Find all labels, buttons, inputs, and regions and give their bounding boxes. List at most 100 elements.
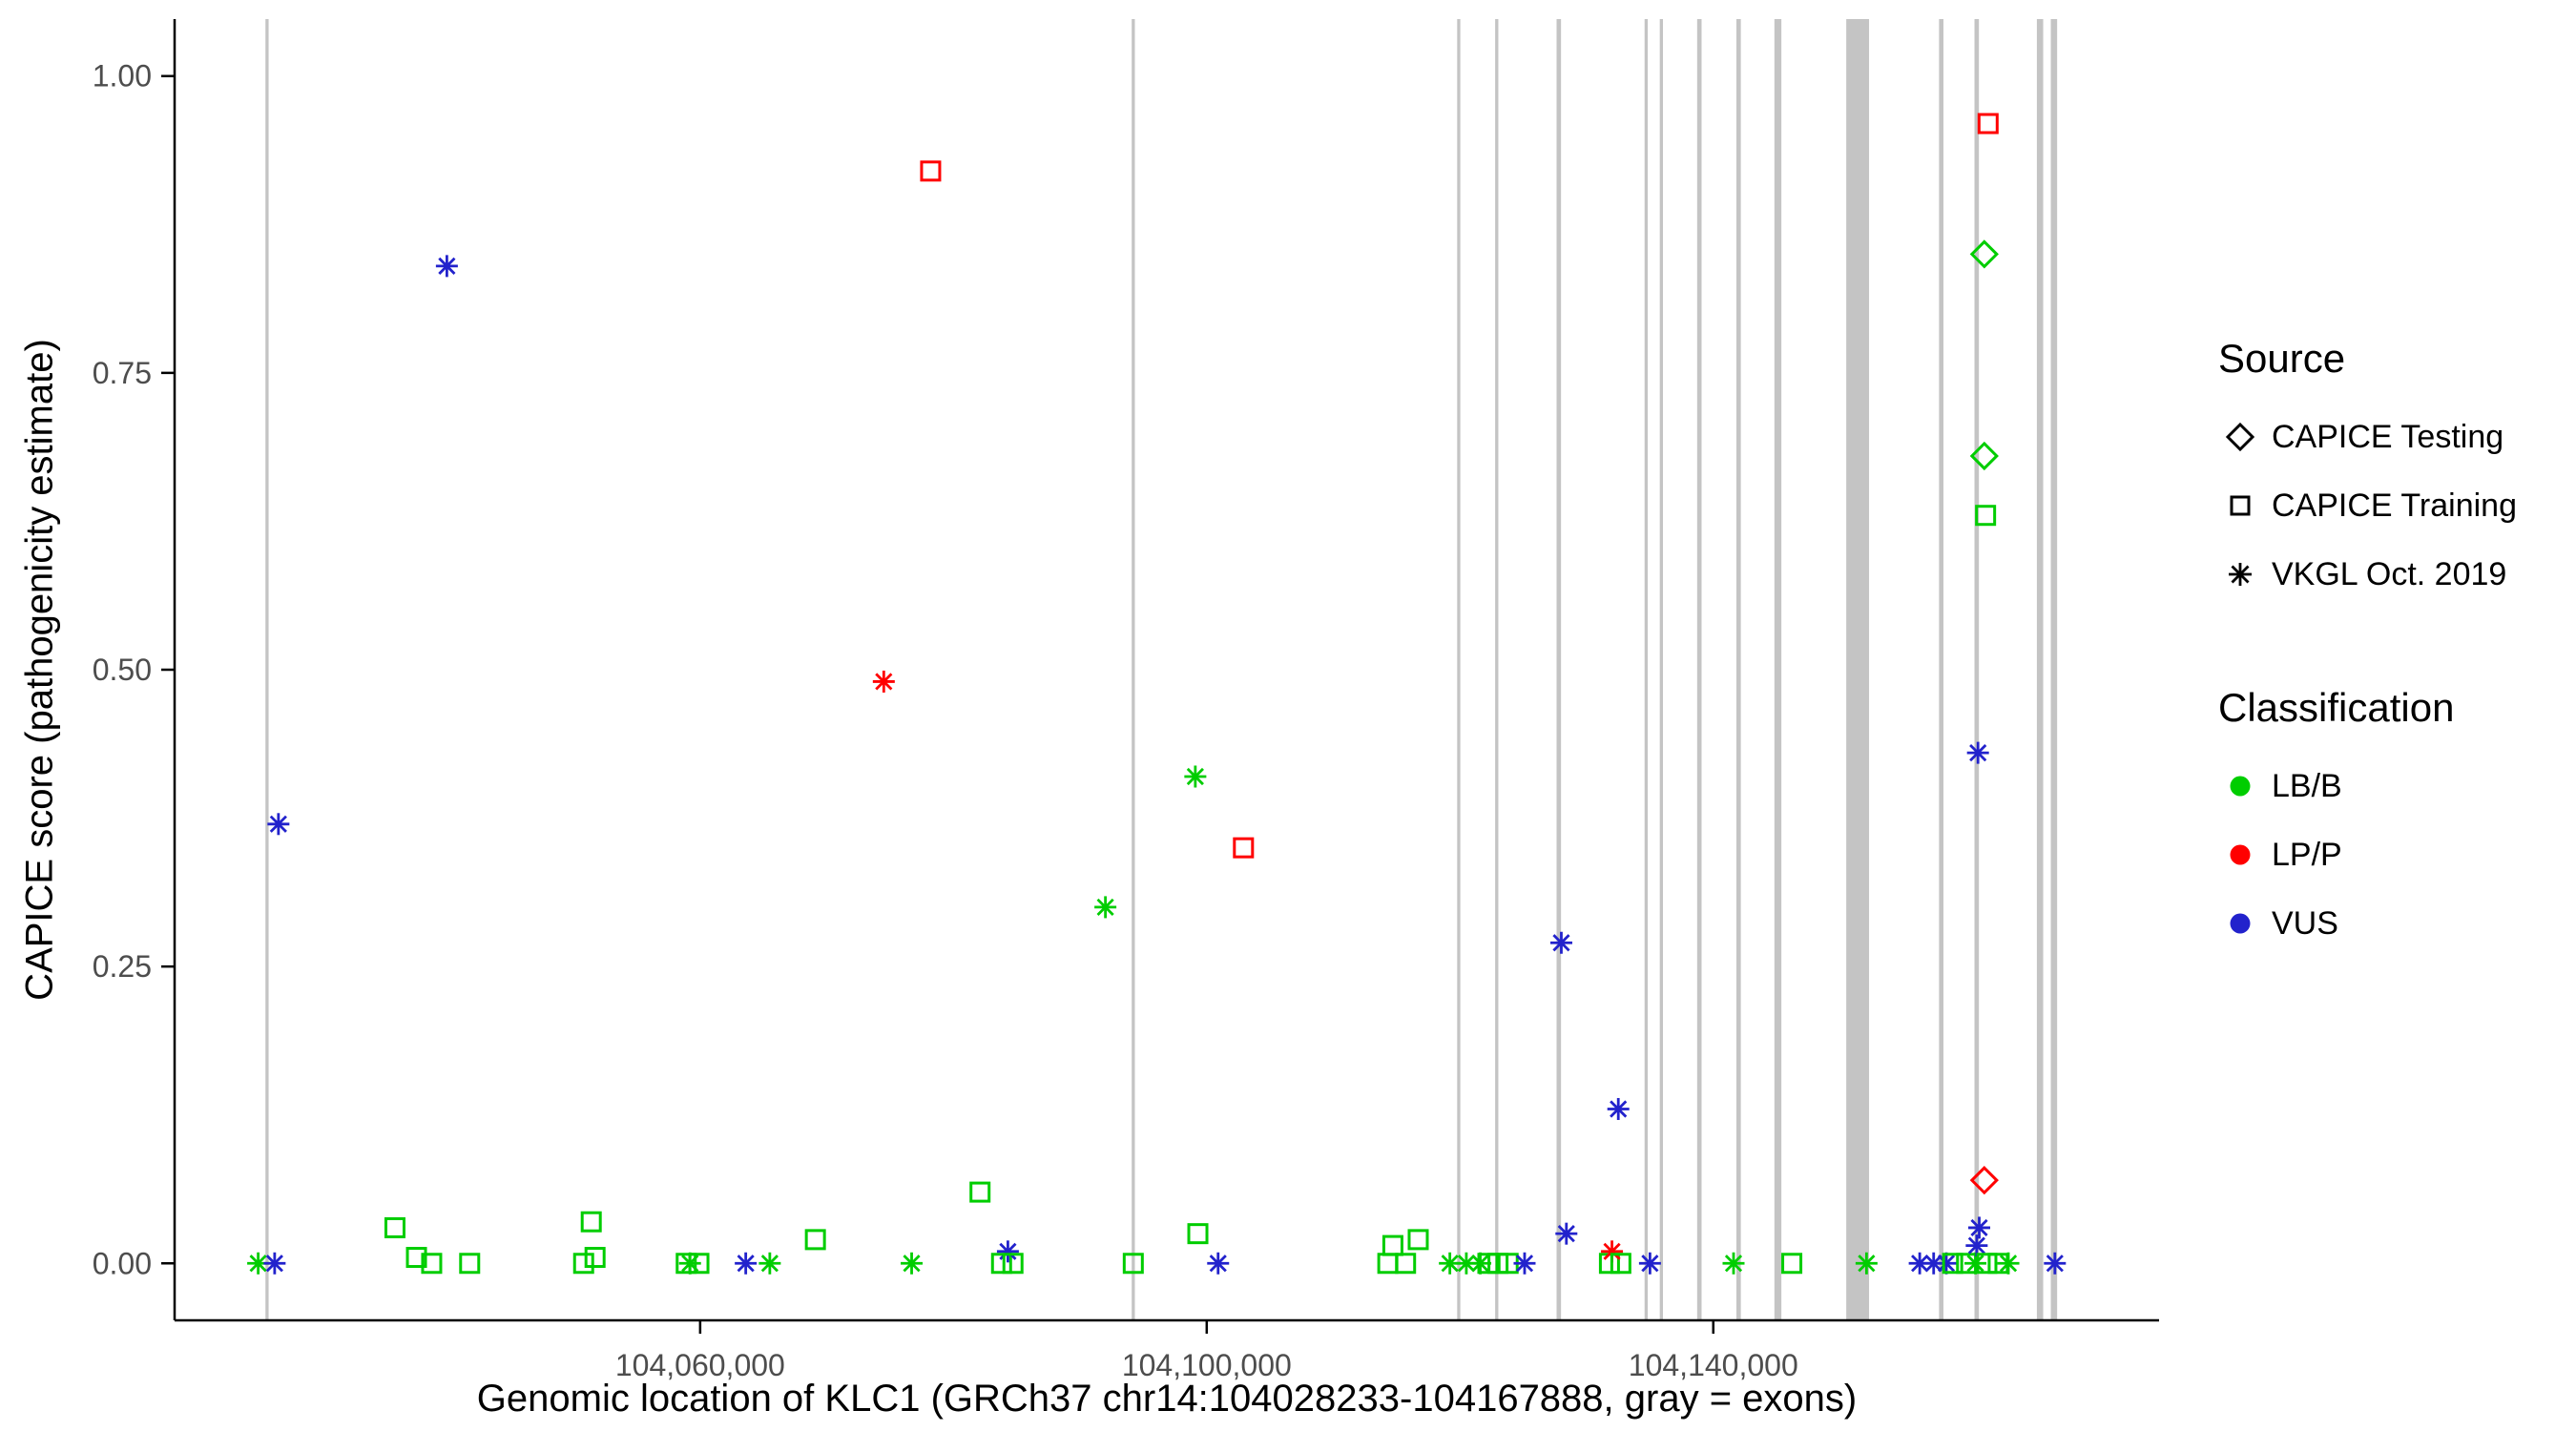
data-point [804, 1229, 826, 1251]
data-point [901, 1252, 924, 1275]
exon-bar [2050, 19, 2058, 1320]
x-axis-title: Genomic location of KLC1 (GRCh37 chr14:1… [476, 1378, 1858, 1420]
data-point [1935, 1252, 1958, 1275]
data-point [1555, 1222, 1578, 1245]
data-point [1549, 931, 1572, 954]
legend-source-title: Source [2218, 336, 2346, 381]
data-point [1094, 896, 1117, 919]
data-point [1997, 1252, 2020, 1275]
data-point [1977, 113, 1999, 135]
legend-item-label: CAPICE Training [2272, 487, 2517, 524]
data-point [267, 813, 290, 836]
asterisk-icon [2229, 563, 2252, 586]
legend-item-label: VUS [2272, 904, 2338, 942]
exon-bar [1659, 19, 1663, 1320]
data-point [1187, 1223, 1209, 1245]
data-point [1184, 765, 1207, 788]
data-point [1122, 1253, 1144, 1275]
data-point [1969, 441, 1999, 471]
data-point [421, 1253, 443, 1275]
data-point [1395, 1253, 1417, 1275]
data-point [1969, 1166, 1999, 1195]
data-point [1722, 1252, 1745, 1275]
legend-item-vus: VUS [2218, 889, 2517, 958]
legend-item-lpp: LP/P [2218, 820, 2517, 889]
exon-bar [1644, 19, 1649, 1320]
exon-bar [1846, 19, 1870, 1320]
exon-bar [1774, 19, 1782, 1320]
data-point [920, 160, 942, 182]
data-point [1942, 1253, 1963, 1275]
exon-bar [1495, 19, 1499, 1320]
legend-item-vkgl: VKGL Oct. 2019 [2218, 540, 2517, 609]
legend: Source CAPICE Testing CAPICE Training [2218, 336, 2517, 958]
data-point [1964, 1252, 1987, 1275]
data-point [405, 1247, 427, 1269]
axes: 0.00 0.25 0.50 0.75 1.00 104,060,000 104,100,0… [93, 19, 2159, 1382]
y-tick-label: 0.50 [93, 653, 152, 687]
data-point [1233, 837, 1255, 859]
y-tick-label: 0.75 [93, 356, 152, 390]
data-point [1781, 1253, 1803, 1275]
legend-item-label: VKGL Oct. 2019 [2272, 555, 2507, 592]
data-point [969, 1181, 991, 1203]
y-tick-label: 1.00 [93, 59, 152, 93]
legend-item-label: LP/P [2272, 836, 2342, 873]
data-point [990, 1253, 1012, 1275]
data-point [735, 1252, 758, 1275]
data-point [1407, 1229, 1429, 1251]
data-point [688, 1253, 710, 1275]
data-point [1607, 1097, 1630, 1120]
legend-item-lbb: LB/B [2218, 752, 2517, 820]
data-point [1377, 1253, 1399, 1275]
data-point [1966, 741, 1989, 764]
legend-item-capice-training: CAPICE Training [2218, 471, 2517, 540]
data-point [1381, 1234, 1403, 1256]
data-point [872, 670, 895, 693]
data-point [435, 255, 458, 278]
data-point [2044, 1252, 2067, 1275]
exon-bar [1939, 19, 1944, 1320]
legend-classification: Classification LB/B LP/P VUS [2218, 685, 2517, 958]
data-point [580, 1211, 602, 1233]
data-point [384, 1216, 405, 1238]
y-tick-label: 0.00 [93, 1246, 152, 1280]
square-icon [2230, 495, 2251, 516]
data-point [1610, 1253, 1631, 1275]
diamond-icon [2225, 422, 2255, 452]
data-point [572, 1253, 594, 1275]
data-point [1638, 1252, 1661, 1275]
green-dot-icon [2230, 776, 2251, 797]
legend-item-capice-testing: CAPICE Testing [2218, 403, 2517, 471]
exon-bars [265, 19, 2058, 1320]
legend-classification-title: Classification [2218, 685, 2455, 730]
data-point [1855, 1252, 1878, 1275]
exon-bar [1735, 19, 1741, 1320]
exon-bar [2036, 19, 2044, 1320]
exon-bar [1974, 19, 1980, 1320]
exon-bar [1696, 19, 1702, 1320]
legend-item-label: CAPICE Testing [2272, 418, 2504, 455]
data-point [1975, 505, 1997, 527]
data-point [1207, 1252, 1230, 1275]
exon-bar [1556, 19, 1562, 1320]
x-tick-label: 104,100,000 [1122, 1348, 1292, 1382]
legend-source: Source CAPICE Testing CAPICE Training [2218, 336, 2517, 609]
y-axis-title: CAPICE score (pathogenicity estimate) [18, 339, 61, 1001]
data-point [459, 1253, 481, 1275]
data-point [1908, 1252, 1931, 1275]
data-point [758, 1252, 781, 1275]
exon-bar [265, 19, 269, 1320]
data-point [1513, 1252, 1536, 1275]
y-tick-label: 0.25 [93, 949, 152, 984]
x-tick-label: 104,060,000 [615, 1348, 785, 1382]
data-point [1965, 1234, 1988, 1257]
exon-bar [1457, 19, 1461, 1320]
exon-bar [1132, 19, 1135, 1320]
data-point [1969, 239, 1999, 269]
data-point [1002, 1253, 1024, 1275]
x-tick-label: 104,140,000 [1629, 1348, 1798, 1382]
data-point [996, 1240, 1019, 1263]
